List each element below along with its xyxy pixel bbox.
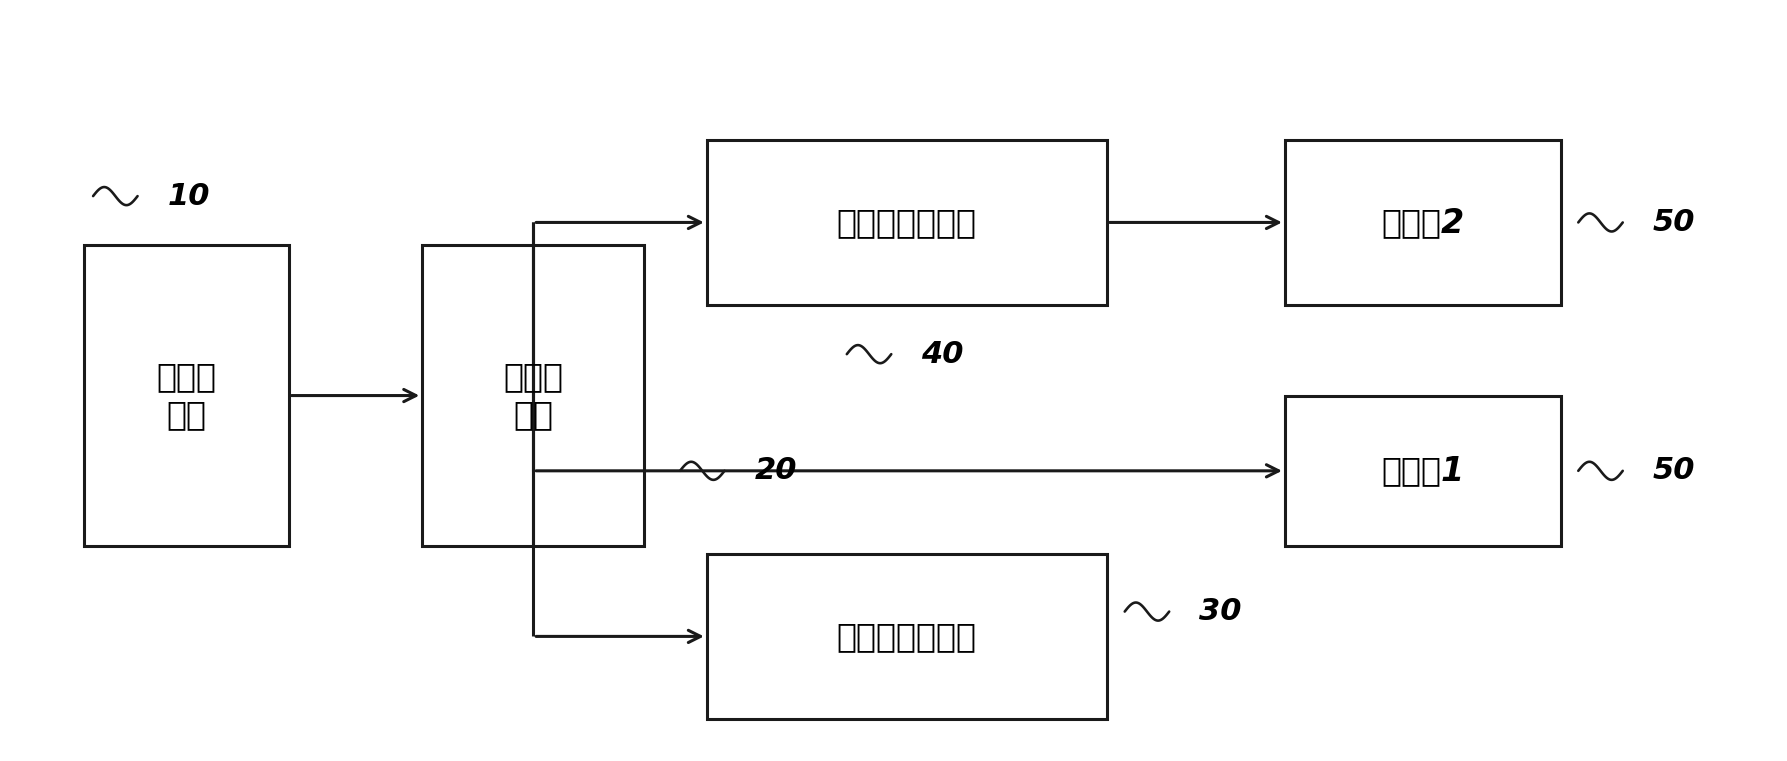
Text: 50: 50 [1653, 208, 1696, 237]
Text: 接收通路锁相环: 接收通路锁相环 [836, 206, 977, 239]
Bar [1285, 140, 1560, 305]
Text: 分频器2: 分频器2 [1381, 206, 1464, 239]
Text: 20: 20 [754, 457, 797, 486]
Bar [706, 553, 1106, 719]
Bar [1285, 396, 1560, 546]
Text: 发射通路锁相环: 发射通路锁相环 [836, 620, 977, 653]
Text: 30: 30 [1199, 597, 1242, 626]
Text: 40: 40 [922, 339, 963, 368]
Text: 晶体振
荡器: 晶体振 荡器 [157, 360, 216, 431]
Text: 10: 10 [168, 182, 211, 211]
Bar [422, 245, 645, 546]
Text: 基准分
频器: 基准分 频器 [504, 360, 563, 431]
Text: 分频器1: 分频器1 [1381, 454, 1464, 487]
Bar [84, 245, 289, 546]
Bar [706, 140, 1106, 305]
Text: 50: 50 [1653, 457, 1696, 486]
